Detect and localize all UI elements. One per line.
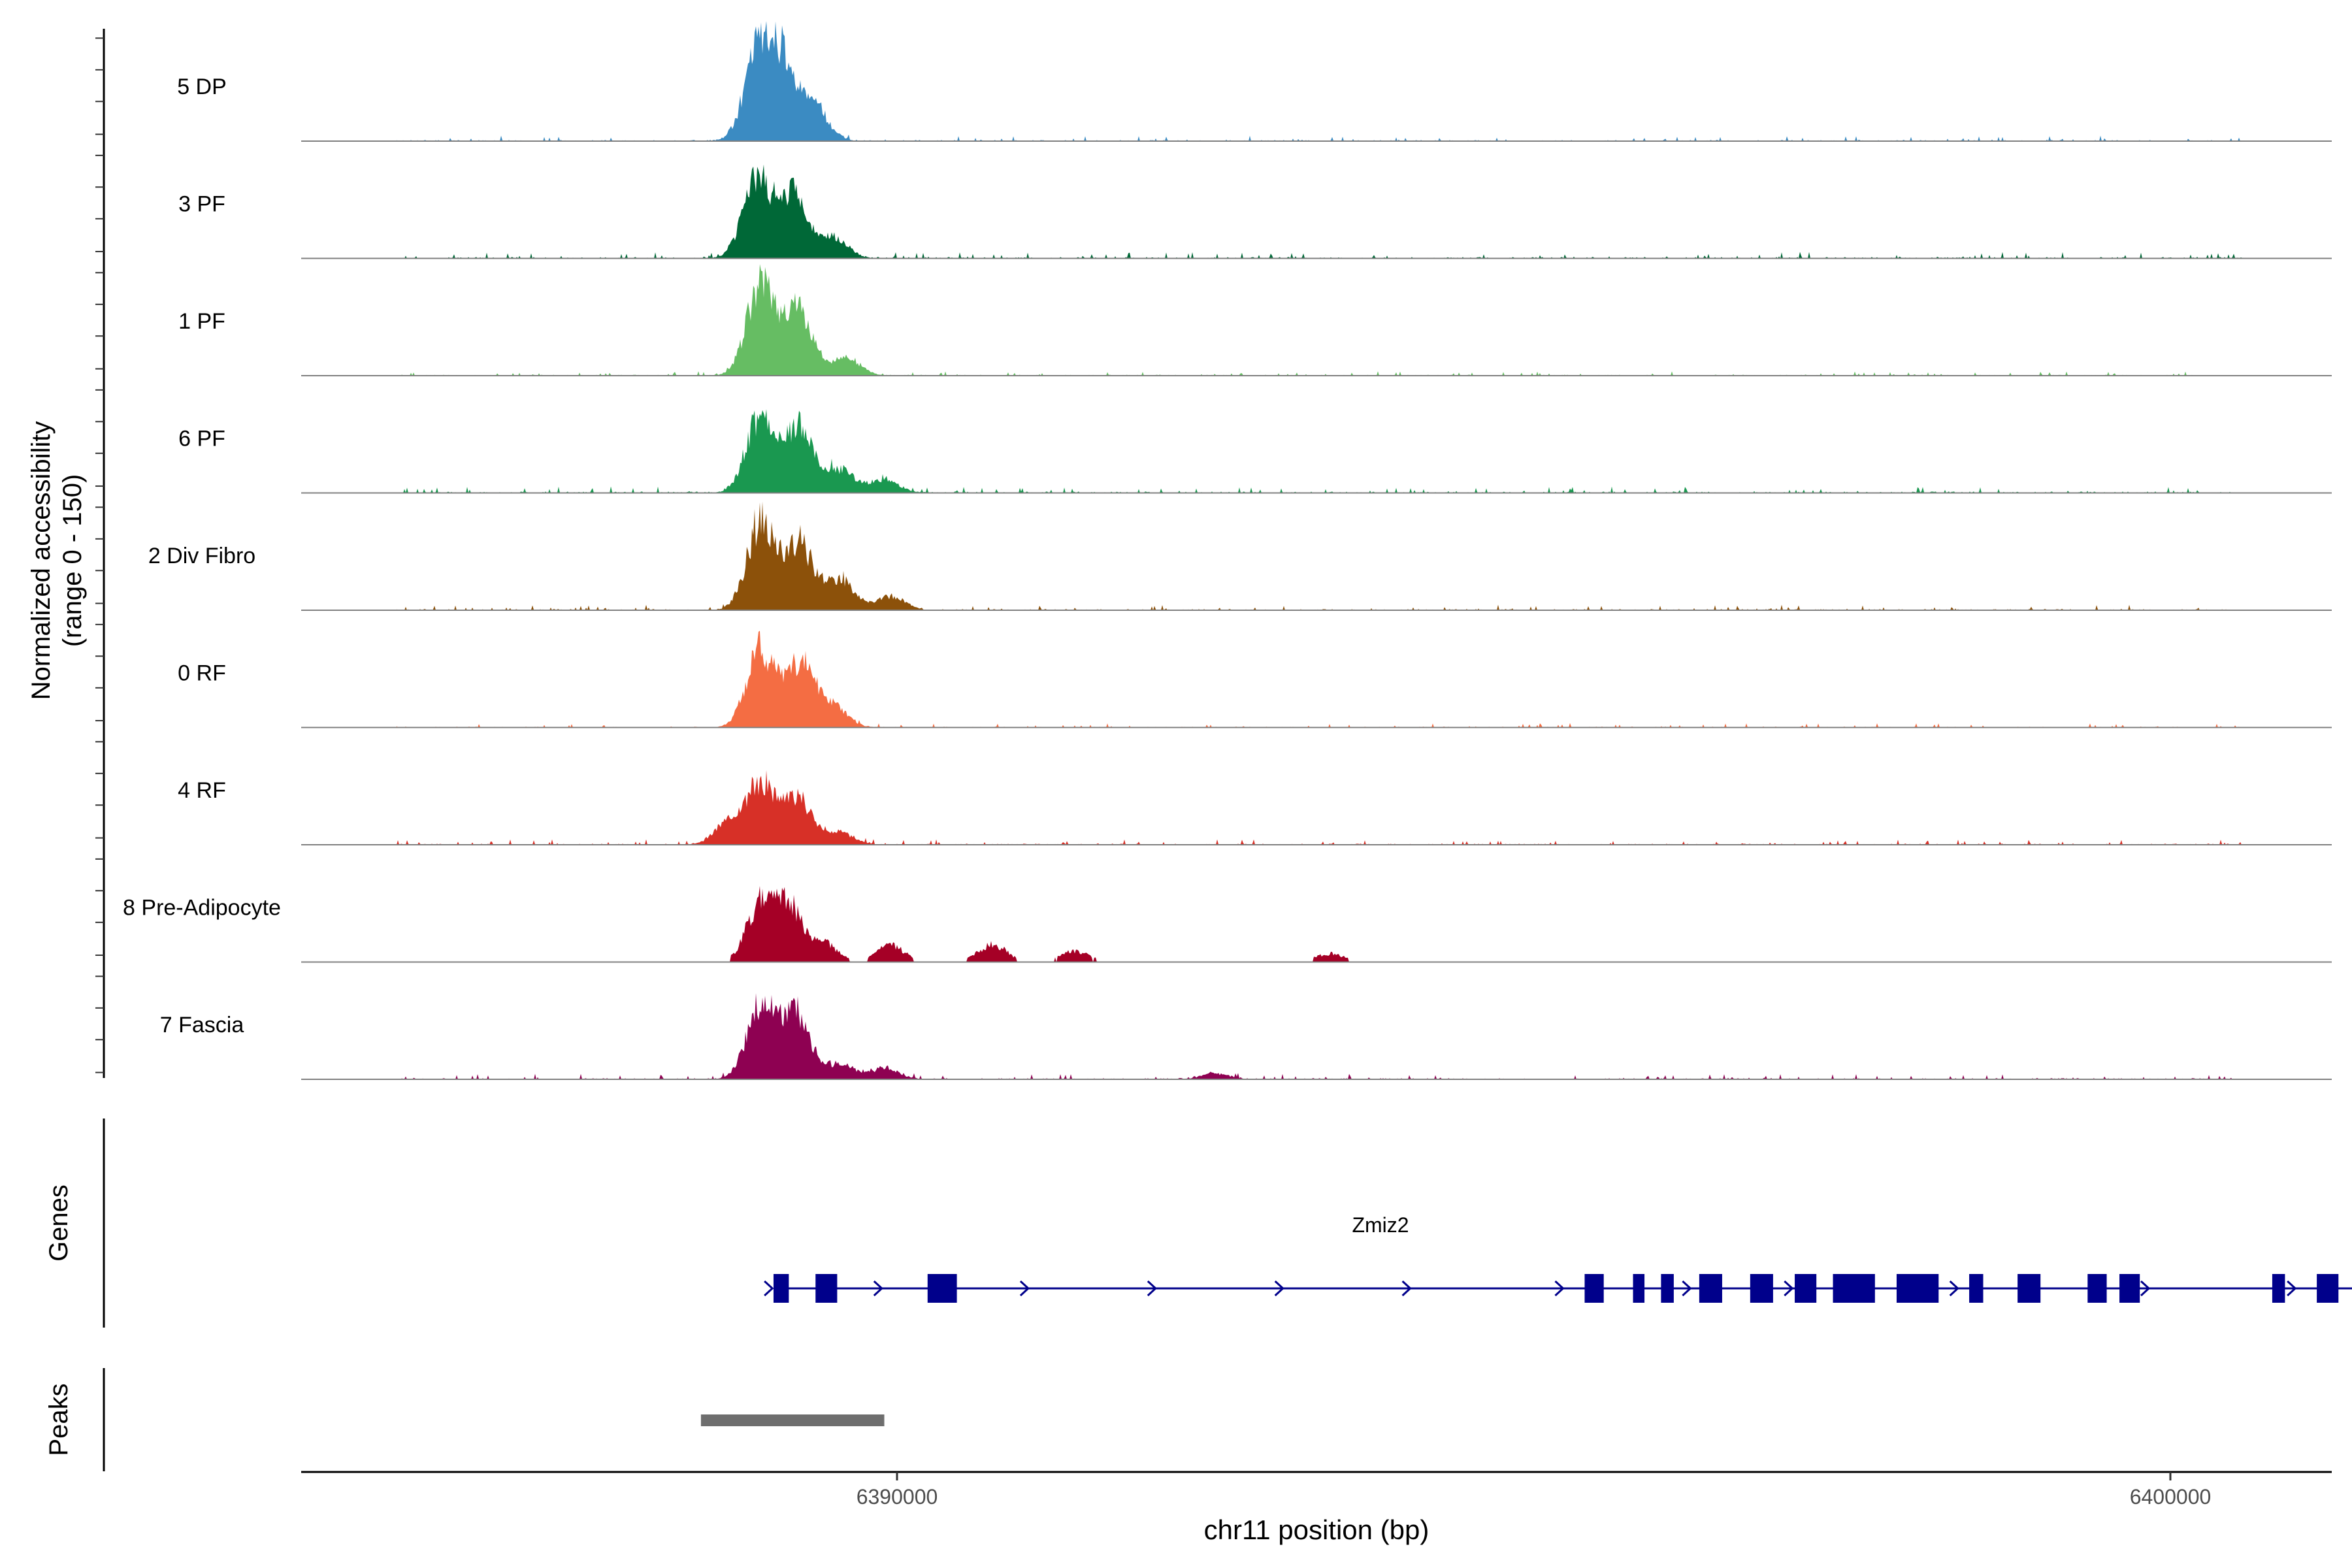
track-1: 5 DP bbox=[177, 21, 2332, 142]
track-area-3 bbox=[397, 264, 2242, 376]
track-label-9: 7 Fascia bbox=[160, 1013, 244, 1037]
track-label-4: 6 PF bbox=[178, 427, 225, 451]
gene-exon-7 bbox=[1699, 1274, 1722, 1303]
track-area-7 bbox=[397, 770, 2242, 845]
track-9: 7 Fascia bbox=[160, 993, 2332, 1080]
y-axis-label: Normalized accessibility bbox=[27, 421, 56, 700]
track-label-5: 2 Div Fibro bbox=[148, 544, 255, 568]
gene-strand-arrow-8 bbox=[1682, 1280, 1692, 1297]
gene-exon-12 bbox=[1969, 1274, 1984, 1303]
gene-strand-arrow-3 bbox=[1019, 1280, 1030, 1297]
track-7: 4 RF bbox=[178, 770, 2332, 845]
gene-exon-9 bbox=[1795, 1274, 1817, 1303]
track-label-6: 0 RF bbox=[178, 661, 226, 686]
gene-exon-4 bbox=[1584, 1274, 1604, 1303]
track-5: 2 Div Fibro bbox=[148, 501, 2332, 611]
track-area-5 bbox=[397, 501, 2242, 610]
gene-exon-13 bbox=[2017, 1274, 2041, 1303]
track-label-2: 3 PF bbox=[178, 192, 225, 217]
x-axis-label: chr11 position (bp) bbox=[1204, 1514, 1429, 1545]
track-area-2 bbox=[397, 164, 2242, 259]
track-3: 1 PF bbox=[178, 264, 2332, 376]
track-area-6 bbox=[397, 630, 2242, 728]
x-axis-ticks: 6390000 6400000 6410000 bbox=[857, 1472, 2212, 1509]
track-label-8: 8 Pre-Adipocyte bbox=[123, 896, 281, 921]
coverage-y-axis-ticks bbox=[95, 37, 104, 1073]
coverage-tracks: 5 DP 3 PF 1 PF 6 PF 2 Div Fibro 0 RF 4 RF 8 Pre… bbox=[123, 21, 2332, 1080]
track-area-4 bbox=[397, 409, 2242, 493]
gene-strand-arrow-10 bbox=[1949, 1280, 1959, 1297]
gene-exon-16 bbox=[2272, 1274, 2285, 1303]
track-4: 6 PF bbox=[178, 409, 2332, 494]
gene-name-label: Zmiz2 bbox=[1352, 1213, 1409, 1237]
gene-strand-arrow-12 bbox=[2287, 1280, 2297, 1297]
gene-exon-11 bbox=[1896, 1274, 1939, 1303]
peak-region-1 bbox=[700, 1414, 885, 1426]
gene-exon-5 bbox=[1633, 1274, 1645, 1303]
track-8: 8 Pre-Adipocyte bbox=[123, 886, 2332, 963]
gene-exon-8 bbox=[1750, 1274, 1773, 1303]
x-tick-label-1: 6390000 bbox=[857, 1485, 938, 1509]
gene-exon-14 bbox=[2087, 1274, 2107, 1303]
gene-strand-arrow-4 bbox=[1147, 1280, 1158, 1297]
gene-strand-arrow-9 bbox=[1784, 1280, 1794, 1297]
gene-exon-1 bbox=[773, 1274, 789, 1303]
track-area-8 bbox=[397, 886, 2242, 962]
gene-strand-arrow-11 bbox=[2140, 1280, 2151, 1297]
gene-exon-2 bbox=[815, 1274, 838, 1303]
track-label-7: 4 RF bbox=[178, 778, 226, 803]
track-6: 0 RF bbox=[178, 630, 2332, 728]
track-label-1: 5 DP bbox=[177, 74, 227, 99]
x-tick-label-2: 6400000 bbox=[2130, 1485, 2212, 1509]
genes-panel-label: Genes bbox=[44, 1184, 73, 1262]
y-axis-range-label: (range 0 - 150) bbox=[58, 474, 87, 647]
peaks-panel-label: Peaks bbox=[44, 1383, 73, 1456]
gene-strand-arrow-7 bbox=[1554, 1280, 1565, 1297]
gene-exon-17 bbox=[2317, 1274, 2339, 1303]
gene-strand-arrow-2 bbox=[873, 1280, 883, 1297]
peak-regions bbox=[700, 1414, 885, 1426]
gene-strand-arrow-5 bbox=[1274, 1280, 1284, 1297]
track-label-3: 1 PF bbox=[178, 309, 225, 334]
gene-exon-10 bbox=[1833, 1274, 1875, 1303]
gene-strand-arrow-1 bbox=[764, 1280, 774, 1297]
gene-strand-arrow-6 bbox=[1401, 1280, 1412, 1297]
gene-exon-3 bbox=[927, 1274, 957, 1303]
track-area-9 bbox=[397, 993, 2242, 1079]
track-2: 3 PF bbox=[178, 164, 2332, 259]
gene-exon-15 bbox=[2119, 1274, 2140, 1303]
track-area-1 bbox=[397, 21, 2242, 142]
gene-model bbox=[764, 1274, 2352, 1303]
gene-exon-6 bbox=[1661, 1274, 1674, 1303]
